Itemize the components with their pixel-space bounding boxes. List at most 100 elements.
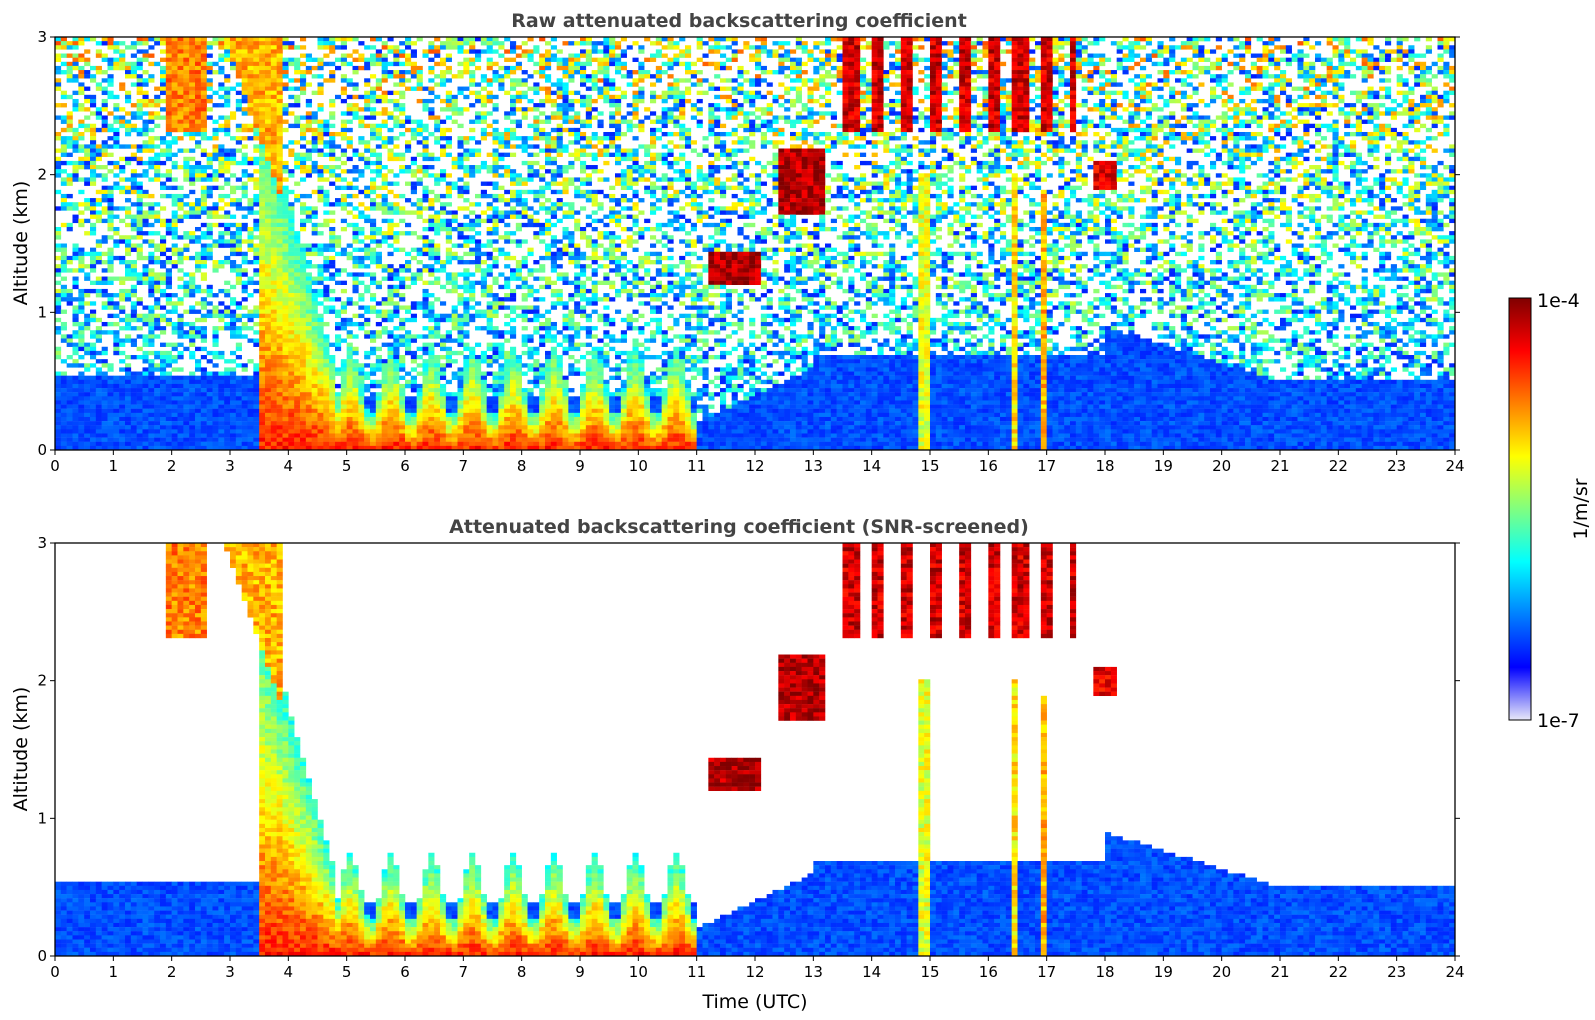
heatmap-cell: [265, 173, 272, 178]
heatmap-cell: [160, 136, 167, 141]
heatmap-cell: [235, 198, 242, 203]
heatmap-cell: [235, 388, 242, 393]
heatmap-cell: [259, 239, 266, 244]
heatmap-cell: [130, 123, 137, 129]
heatmap-cell: [107, 144, 114, 149]
heatmap-cell: [387, 49, 394, 54]
heatmap-cell: [451, 185, 458, 191]
heatmap-cell: [410, 202, 417, 207]
heatmap-cell: [282, 313, 289, 319]
heatmap-cell: [136, 425, 143, 430]
heatmap-cell: [352, 301, 359, 306]
heatmap-cell: [60, 284, 67, 290]
heatmap-cell: [101, 433, 108, 438]
heatmap-cell: [148, 136, 155, 141]
heatmap-cell: [78, 160, 85, 166]
heatmap-cell: [463, 321, 470, 327]
heatmap-cell: [346, 251, 353, 257]
heatmap-cell: [364, 57, 371, 62]
heatmap-cell: [253, 74, 260, 79]
heatmap-cell: [119, 379, 126, 385]
heatmap-cell: [300, 70, 307, 75]
heatmap-cell: [358, 305, 365, 310]
heatmap-cell: [311, 330, 318, 335]
heatmap-cell: [247, 293, 254, 298]
heatmap-cell: [259, 260, 266, 265]
heatmap-cell: [370, 276, 377, 281]
heatmap-cell: [55, 45, 62, 50]
heatmap-cell: [375, 445, 382, 450]
heatmap-cell: [288, 268, 295, 273]
heatmap-cell: [66, 70, 73, 75]
heatmap-cell: [235, 82, 242, 87]
heatmap-cell: [422, 301, 429, 306]
heatmap-cell: [165, 82, 172, 87]
heatmap-cell: [55, 392, 62, 397]
heatmap-cell: [393, 115, 400, 120]
heatmap-cell: [480, 260, 487, 265]
heatmap-cell: [300, 416, 307, 422]
heatmap-cell: [323, 131, 330, 137]
heatmap-cell: [317, 41, 324, 46]
heatmap-cell: [375, 61, 382, 67]
heatmap-cell: [195, 416, 202, 422]
heatmap-cell: [60, 293, 67, 298]
heatmap-cell: [393, 235, 400, 240]
heatmap-cell: [195, 144, 202, 149]
heatmap-cell: [259, 103, 266, 108]
heatmap-cell: [241, 185, 248, 191]
heatmap-cell: [107, 152, 114, 157]
heatmap-cell: [253, 198, 260, 203]
heatmap-cell: [416, 429, 423, 434]
heatmap-cell: [224, 156, 231, 162]
heatmap-cell: [107, 400, 114, 405]
heatmap-cell: [183, 119, 190, 124]
heatmap-cell: [259, 98, 266, 104]
heatmap-cell: [200, 193, 207, 199]
heatmap-cell: [195, 65, 202, 71]
heatmap-cell: [317, 65, 324, 71]
heatmap-cell: [276, 429, 283, 434]
heatmap-cell: [177, 355, 184, 360]
heatmap-cell: [340, 429, 347, 434]
heatmap-cell: [200, 231, 207, 236]
heatmap-cell: [235, 222, 242, 228]
heatmap-cell: [113, 321, 120, 327]
heatmap-cell: [72, 383, 79, 389]
heatmap-cell: [480, 421, 487, 426]
heatmap-cell: [136, 421, 143, 426]
heatmap-cell: [177, 412, 184, 418]
heatmap-cell: [154, 412, 161, 418]
heatmap-cell: [78, 445, 85, 450]
heatmap-cell: [288, 404, 295, 409]
heatmap-cell: [276, 243, 283, 248]
heatmap-cell: [241, 86, 248, 91]
heatmap-cell: [119, 293, 126, 298]
heatmap-cell: [463, 334, 470, 339]
heatmap-cell: [84, 433, 91, 438]
heatmap-cell: [154, 301, 161, 306]
heatmap-cell: [276, 363, 283, 368]
heatmap-cell: [282, 326, 289, 331]
heatmap-cell: [294, 288, 301, 294]
heatmap-cell: [224, 429, 231, 434]
heatmap-cell: [317, 86, 324, 91]
heatmap-cell: [148, 441, 155, 447]
heatmap-cell: [463, 140, 470, 145]
heatmap-cell: [95, 350, 102, 356]
heatmap-cell: [66, 206, 73, 211]
heatmap-cell: [241, 392, 248, 397]
heatmap-cell: [311, 355, 318, 360]
heatmap-cell: [416, 140, 423, 145]
heatmap-cell: [457, 226, 464, 232]
heatmap-cell: [235, 53, 242, 58]
heatmap-cell: [358, 123, 365, 129]
heatmap-cell: [177, 404, 184, 409]
heatmap-cell: [300, 177, 307, 182]
heatmap-cell: [469, 429, 476, 434]
heatmap-cell: [300, 309, 307, 314]
heatmap-cell: [370, 334, 377, 339]
heatmap-cell: [107, 280, 114, 286]
heatmap-cell: [247, 235, 254, 240]
heatmap-cell: [195, 103, 202, 108]
